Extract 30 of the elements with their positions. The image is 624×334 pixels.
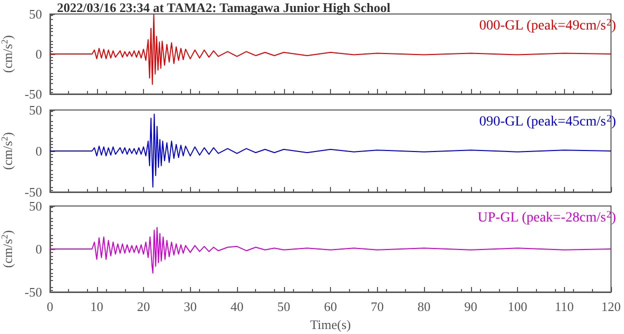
y-axis-title: (cm/s2)	[0, 35, 15, 73]
x-tick-label: 10	[90, 299, 104, 314]
chart-title: 2022/03/16 23:34 at TAMA2: Tamagawa Junior High School	[57, 0, 391, 15]
y-tick-label: 0	[36, 144, 42, 158]
y-axis-title: (cm/s2)	[0, 230, 15, 268]
y-tick-label: 50	[29, 6, 42, 22]
x-tick-label: 20	[137, 299, 150, 314]
line-series	[50, 114, 612, 188]
x-tick-label: 40	[230, 299, 244, 314]
x-tick-label: 80	[418, 299, 430, 314]
x-axis-title: Time(s)	[310, 316, 351, 332]
y-tick-label: 50	[29, 198, 42, 214]
y-tick-label: 0	[36, 46, 42, 62]
y-tick-label: -50	[24, 284, 42, 300]
x-tick-label: 30	[184, 299, 197, 314]
x-tick-label: 110	[554, 299, 574, 314]
line-series	[50, 227, 612, 274]
x-tick-label: 50	[277, 299, 290, 314]
x-tick-label: 0	[46, 299, 54, 314]
x-tick-label: 60	[324, 299, 337, 314]
x-tick-label: 120	[601, 299, 621, 314]
y-tick-label: 0	[36, 242, 42, 256]
line-series	[50, 14, 612, 85]
x-tick-label: 90	[464, 299, 478, 314]
y-tick-label: 50	[29, 102, 42, 118]
y-axis-title: (cm/s2)	[0, 132, 15, 170]
y-tick-label: -50	[24, 184, 42, 200]
y-tick-label: -50	[24, 86, 42, 102]
x-tick-label: 70	[370, 299, 384, 314]
x-tick-label: 100	[508, 299, 528, 314]
